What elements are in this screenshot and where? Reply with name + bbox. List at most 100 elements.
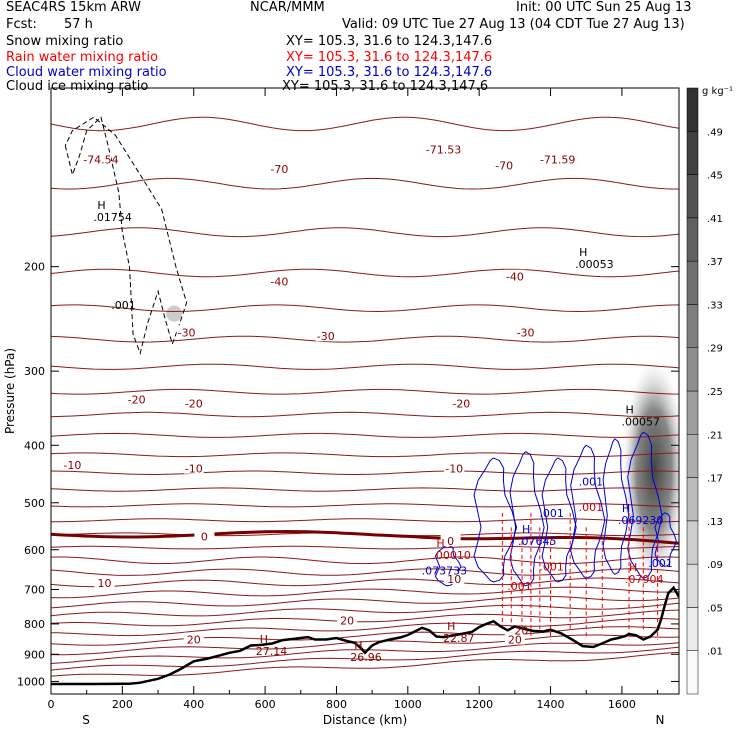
isotherm-line — [51, 651, 679, 677]
x-axis-label: Distance (km) — [323, 713, 407, 727]
cloud-water-contour — [473, 457, 518, 583]
field-xy-snow: XY= 105.3, 31.6 to 124.3,147.6 — [286, 34, 493, 49]
snow-contour — [64, 116, 188, 356]
isotherm-label: 20 — [187, 634, 201, 647]
colorbar-label: .01 — [707, 647, 723, 658]
y-tick-label: 500 — [24, 497, 45, 510]
isotherm-label: -30 — [317, 330, 335, 343]
extremum-value: .00053 — [575, 258, 614, 271]
cloud-water-contour — [654, 512, 677, 567]
isotherm-label: -40 — [270, 276, 288, 289]
x-endpoint-south: S — [82, 713, 90, 727]
isotherm-label: 0 — [447, 535, 454, 548]
x-tick-label: 800 — [326, 698, 347, 711]
extremum-value: 26.96 — [350, 651, 382, 664]
temp-label-bg — [269, 162, 290, 175]
colorbar-label: .17 — [707, 474, 723, 485]
isotherm-label: 10 — [447, 573, 461, 586]
colorbar-label: .41 — [707, 214, 723, 225]
cloud-water-contour — [434, 544, 462, 587]
x-tick-label: 1400 — [537, 698, 565, 711]
isotherm-line — [51, 586, 679, 599]
extremum-marker: H — [447, 620, 455, 633]
temp-label-bg — [183, 461, 204, 474]
extremum-marker: H — [625, 404, 633, 417]
x-tick-label: 1600 — [608, 698, 636, 711]
isotherm-line — [51, 470, 679, 475]
isotherm-label: -40 — [506, 271, 524, 284]
y-axis-label: Pressure (hPa) — [3, 348, 17, 434]
cloud-water-contour — [602, 438, 630, 575]
temp-label-bg — [126, 392, 147, 405]
init-time: Init: 00 UTC Sun 25 Aug 13 — [516, 0, 692, 15]
temp-label-bg — [176, 325, 197, 338]
isotherm-line — [51, 452, 679, 458]
center-title: NCAR/MMM — [250, 0, 325, 15]
isotherm-line — [51, 268, 679, 278]
colorbar-segment — [686, 260, 699, 305]
x-endpoint-north: N — [656, 713, 665, 727]
temp-label-bg — [183, 396, 204, 409]
isotherm-label: -10 — [63, 459, 81, 472]
isotherm-line — [51, 116, 679, 132]
colorbar-segment — [686, 390, 699, 435]
colorbar-label: .33 — [707, 300, 723, 311]
cloud-water-contour — [509, 451, 545, 587]
cloud-water-contour — [541, 457, 577, 583]
temp-label-bg — [444, 571, 465, 584]
temp-label-bg — [515, 325, 536, 338]
cloud-ice-shading — [622, 359, 679, 580]
isotherm-label: -10 — [445, 463, 463, 476]
colorbar-units: g kg⁻¹ — [702, 86, 733, 97]
extremum-value: .01754 — [93, 211, 131, 224]
colorbar-label: .25 — [707, 387, 723, 398]
colorbar-segment — [686, 607, 699, 651]
isotherm-line — [51, 646, 679, 671]
temp-label-bg — [62, 458, 83, 471]
x-tick-label: 400 — [183, 698, 204, 711]
temp-label-bg — [504, 269, 525, 282]
colorbar-segment — [686, 434, 699, 478]
extremum-marker: H — [97, 199, 105, 212]
cloud-ice-shading — [166, 305, 183, 322]
field-name-cloud-ice: Cloud ice mixing ratio — [6, 79, 149, 94]
valid-time: Valid: 09 UTC Tue 27 Aug 13 (04 CDT Tue … — [342, 17, 685, 32]
extremum-value: .001 — [648, 557, 673, 570]
extremum-value: .00010 — [432, 549, 471, 562]
isotherm-line — [51, 617, 679, 637]
isotherm-line — [51, 177, 679, 190]
field-xy-cloud-water: XY= 105.3, 31.6 to 124.3,147.6 — [286, 65, 493, 80]
isotherm-label: -10 — [185, 463, 203, 476]
temp-label-bg — [504, 632, 525, 645]
extremum-marker: H — [354, 639, 362, 652]
temp-label-bg — [433, 142, 454, 155]
isotherm-label: -30 — [517, 326, 535, 339]
temp-label-bg — [269, 274, 290, 287]
isotherm-line — [51, 634, 679, 656]
y-tick-label: 300 — [24, 365, 45, 378]
colorbar-segment — [686, 131, 699, 175]
colorbar-label: .45 — [707, 171, 723, 182]
isotherm-line — [51, 577, 679, 588]
x-tick-label: 200 — [112, 698, 133, 711]
y-tick-label: 200 — [24, 261, 45, 274]
y-tick-label: 400 — [24, 439, 45, 452]
temp-label-bg — [444, 461, 465, 474]
isotherm-line — [51, 363, 679, 370]
field-xy-cloud-ice: XY= 105.3, 31.6 to 124.3,147.6 — [282, 79, 489, 94]
colorbar-segment — [686, 174, 699, 219]
temp-label-bg — [315, 329, 336, 342]
extremum-value: .001 — [111, 299, 135, 312]
isotherm-line — [51, 609, 679, 627]
colorbar-label: .09 — [707, 560, 723, 571]
extremum-value: .001 — [579, 475, 604, 488]
isotherm-line — [51, 411, 679, 418]
isotherm-label: -70 — [270, 163, 288, 176]
isotherm-line — [51, 556, 679, 565]
extremum-value: 27.14 — [256, 645, 288, 658]
extremum-marker: H — [260, 633, 268, 646]
colorbar-segment — [686, 87, 699, 132]
extremum-value: .07904 — [625, 573, 664, 586]
temp-label-bg — [90, 152, 111, 165]
colorbar-segment — [686, 650, 699, 695]
